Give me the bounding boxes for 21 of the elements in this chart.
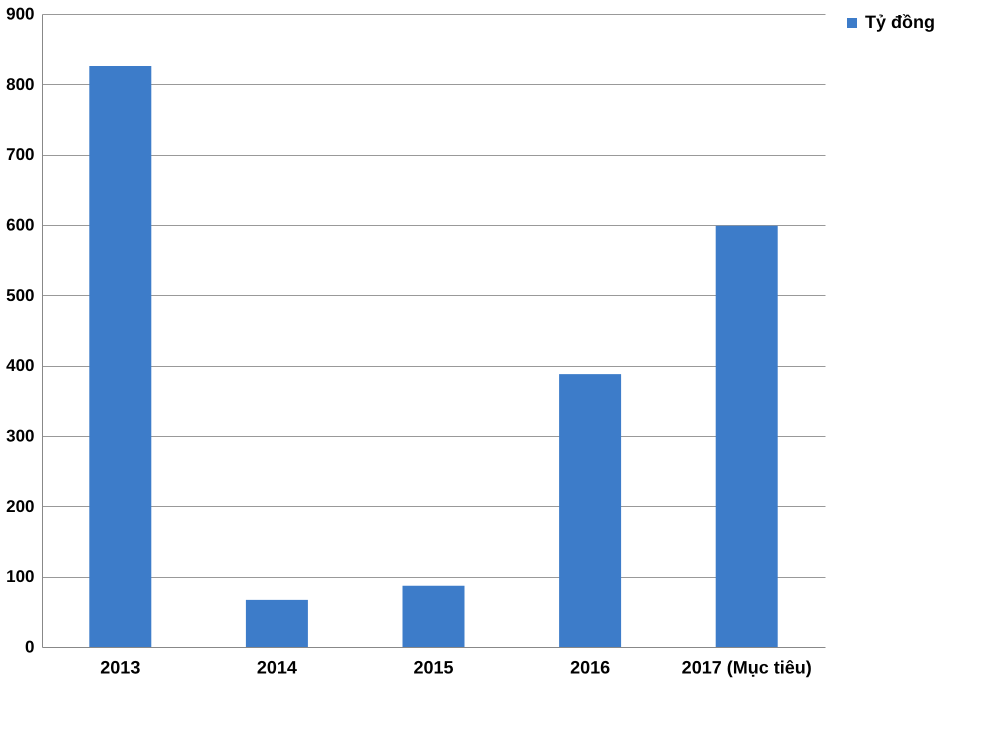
y-tick-label: 300 (6, 426, 34, 446)
y-tick-label: 600 (6, 216, 34, 234)
y-tick-label: 400 (6, 356, 34, 376)
bar (559, 374, 622, 647)
x-tick-label: 2014 (256, 658, 297, 678)
legend-label: Tỷ đồng (865, 12, 935, 32)
bar (246, 600, 308, 647)
x-tick-label: 2017 (Mục tiêu) (682, 658, 812, 678)
bar (89, 66, 152, 647)
x-tick-label: 2015 (413, 658, 454, 678)
bar (402, 586, 464, 647)
x-tick-label: 2013 (100, 658, 140, 678)
bar (716, 226, 778, 647)
y-tick-label: 700 (6, 145, 34, 164)
x-tick-label: 2016 (570, 658, 610, 678)
y-tick-label: 0 (25, 638, 34, 656)
y-tick-label: 900 (6, 4, 34, 24)
y-tick-label: 200 (6, 496, 34, 516)
y-tick-label: 800 (6, 74, 34, 94)
y-tick-label: 100 (6, 567, 34, 586)
y-tick-label: 500 (6, 286, 34, 305)
